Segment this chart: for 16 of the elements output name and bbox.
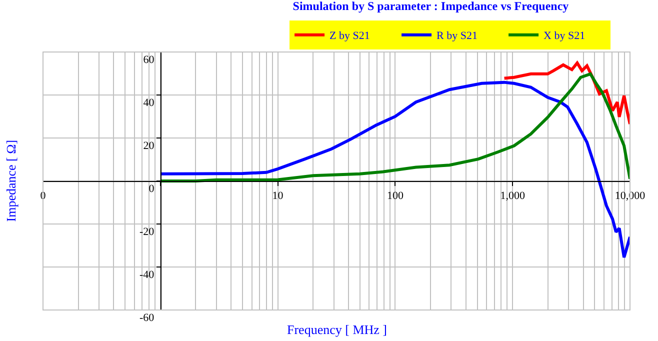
x-axis-title: Frequency [ MHz ] [287,322,387,337]
legend-label: R by S21 [436,30,478,42]
legend-label: Z by S21 [330,30,370,42]
y-tick-label: 60 [143,54,155,66]
y-tick-label: -40 [140,268,155,281]
y-tick-label: 40 [143,96,155,109]
x-tick-label: 100 [386,190,404,202]
x-tick-label: 0 [40,190,46,202]
y-tick-label: -60 [140,312,155,324]
x-tick-label: 10 [272,190,284,202]
y-tick-label: 20 [143,140,155,152]
chart-title: Simulation by S parameter : Impedance vs Frequency [292,0,569,14]
x-tick-label: 1,000 [500,190,526,202]
y-tick-label: -20 [140,226,155,238]
legend-label: X by S21 [544,30,586,42]
y-axis-title: Impedance [ Ω] [4,140,19,222]
